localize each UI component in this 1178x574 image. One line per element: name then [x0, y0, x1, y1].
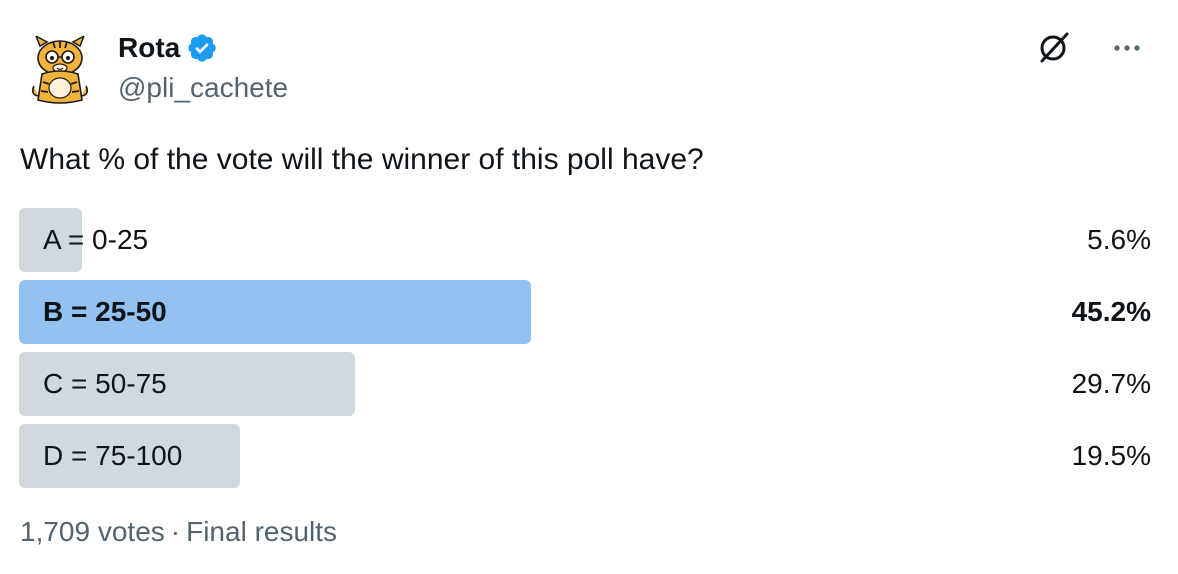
- poll: A = 0-25 5.6% B = 25-50 45.2% C = 50-75 …: [19, 208, 1151, 496]
- poll-option-a: A = 0-25 5.6%: [19, 208, 1151, 272]
- poll-option-b: B = 25-50 45.2%: [19, 280, 1151, 344]
- avatar[interactable]: [20, 28, 100, 108]
- poll-bar: [19, 280, 531, 344]
- poll-bar: [19, 352, 355, 416]
- poll-option-percent: 29.7%: [1071, 368, 1151, 399]
- poll-option-label: A = 0-25: [43, 224, 149, 255]
- poll-option-label: B = 25-50: [43, 296, 167, 327]
- author-name-row[interactable]: Rota: [118, 31, 218, 65]
- author-name[interactable]: Rota: [118, 32, 181, 63]
- poll-bar: [19, 208, 82, 272]
- more-options-icon[interactable]: [1108, 36, 1148, 60]
- poll-option-c: C = 50-75 29.7%: [19, 352, 1151, 416]
- poll-option-percent: 45.2%: [1071, 296, 1151, 327]
- poll-status: Final results: [186, 516, 338, 547]
- footer-separator: ·: [170, 516, 181, 547]
- tweet-text: What % of the vote will the winner of th…: [20, 143, 704, 176]
- poll-footer: 1,709 votes · Final results: [20, 512, 337, 552]
- poll-bar: [19, 424, 240, 488]
- poll-option-d: D = 75-100 19.5%: [19, 424, 1151, 488]
- author-handle[interactable]: @pli_cachete: [118, 72, 289, 103]
- poll-option-percent: 19.5%: [1071, 440, 1151, 471]
- grok-icon[interactable]: [1036, 29, 1072, 65]
- poll-option-label: C = 50-75: [43, 368, 167, 399]
- poll-option-percent: 5.6%: [1087, 224, 1151, 255]
- verified-badge-icon: [186, 32, 218, 64]
- vote-count: 1,709 votes: [20, 516, 165, 547]
- cartoon-tiger-avatar-icon: [20, 28, 100, 108]
- poll-option-label: D = 75-100: [43, 440, 183, 471]
